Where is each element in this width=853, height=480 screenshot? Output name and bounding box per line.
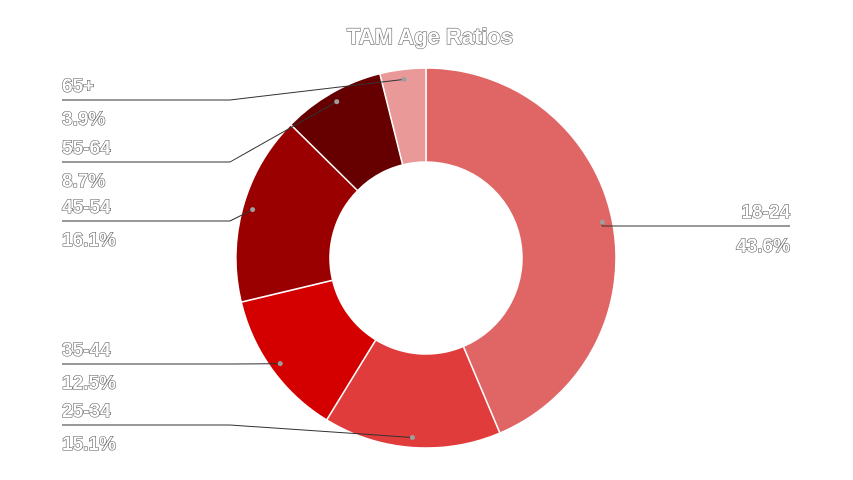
leader-dot-65+ [401,76,407,82]
slice-label-35-44: 35-44 [62,340,111,361]
chart-title: TAM Age Ratios [347,24,513,49]
slice-label-65+: 65+ [62,76,94,97]
slices-group [235,67,617,449]
leader-dot-45-54 [250,207,256,213]
slice-label-18-24: 18-24 [741,202,790,223]
slice-value-label-25-34: 15.1% [62,434,116,455]
leader-line-45-54 [229,209,253,222]
slice-45-54 [235,123,359,304]
labels-group: 18-24 43.6% 25-34 15.1% 35-44 12.5% 45-54 16.1%… [61,75,791,455]
slice-18-24 [425,67,617,435]
leader-line-55-64 [229,101,337,163]
slice-label-45-54: 45-54 [62,197,111,218]
slice-label-25-34: 25-34 [62,401,111,422]
slice-65+ [378,67,427,166]
leader-dot-55-64 [334,99,340,105]
slice-label-55-64: 55-64 [62,138,111,159]
leader-dot-18-24 [599,219,605,225]
leader-dot-25-34 [409,434,415,440]
slice-value-label-18-24: 43.6% [736,236,790,257]
leader-line-65+ [229,78,405,101]
slice-value-label-65+: 3.9% [62,109,105,130]
slice-value-label-55-64: 8.7% [62,171,105,192]
slice-value-label-45-54: 16.1% [62,230,116,251]
slice-value-label-35-44: 12.5% [62,373,116,394]
leader-dot-35-44 [277,361,283,367]
leader-line-25-34 [229,424,413,438]
